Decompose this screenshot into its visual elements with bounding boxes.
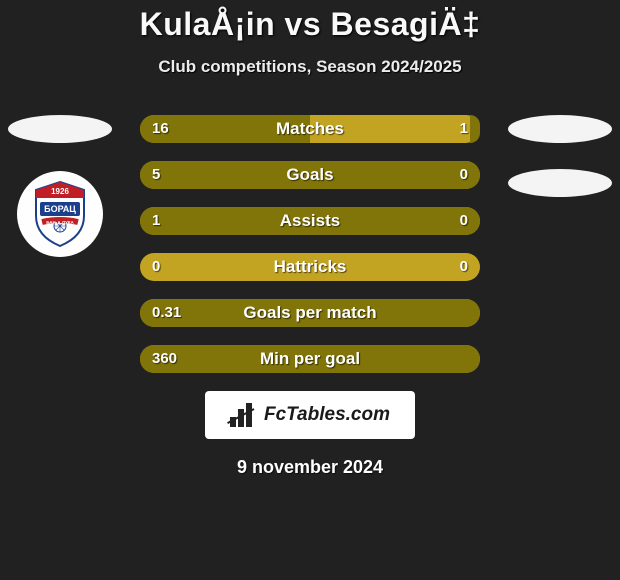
stat-row: Matches16 1	[140, 115, 480, 143]
fctables-icon	[230, 403, 258, 427]
comparison-bars: Matches161Goals50Assists10Hattricks00Goa…	[140, 115, 480, 373]
right-side-column	[500, 115, 620, 223]
player-right-ellipse-1	[508, 115, 612, 143]
stat-value-right: 0	[460, 161, 468, 189]
stat-label: Assists	[140, 207, 480, 235]
stat-value-left: 5	[152, 161, 160, 189]
stat-value-right: 1	[460, 115, 468, 143]
stat-value-left: 360	[152, 345, 177, 373]
stat-label: Goals per match	[140, 299, 480, 327]
left-side-column: 1926 БОРАЦ БАЊА ЛУКА	[0, 115, 120, 257]
fctables-text: FcTables.com	[264, 404, 390, 426]
stat-row: Assists1 0	[140, 207, 480, 235]
stat-value-left: 0.31	[152, 299, 181, 327]
stat-row: Goals5 0	[140, 161, 480, 189]
stat-value-left: 16	[152, 115, 169, 143]
stat-row: Goals per match0.31	[140, 299, 480, 327]
fctables-brand: FcTables.com	[205, 391, 415, 439]
player-right-ellipse-2	[508, 169, 612, 197]
player-left-ellipse	[8, 115, 112, 143]
stat-row: Hattricks0 0	[140, 253, 480, 281]
logo-top-text: БОРАЦ	[44, 204, 76, 214]
logo-bottom-text: БАЊА ЛУКА	[46, 220, 74, 225]
stat-value-left: 1	[152, 207, 160, 235]
club-logo-left: 1926 БОРАЦ БАЊА ЛУКА	[17, 171, 103, 257]
stat-row: Min per goal360	[140, 345, 480, 373]
snapshot-date: 9 november 2024	[0, 457, 620, 478]
stat-label: Min per goal	[140, 345, 480, 373]
content-area: 1926 БОРАЦ БАЊА ЛУКА Matches161Goals50As…	[0, 115, 620, 373]
page-title: KulaÅ¡in vs BesagiÄ‡	[0, 0, 620, 43]
stat-label: Goals	[140, 161, 480, 189]
stat-value-left: 0	[152, 253, 160, 281]
stat-value-right: 0	[460, 253, 468, 281]
logo-year: 1926	[51, 187, 69, 196]
page-subtitle: Club competitions, Season 2024/2025	[0, 57, 620, 77]
stat-value-right: 0	[460, 207, 468, 235]
stat-label: Matches	[140, 115, 480, 143]
borac-shield-icon: 1926 БОРАЦ БАЊА ЛУКА	[24, 178, 96, 250]
stat-label: Hattricks	[140, 253, 480, 281]
